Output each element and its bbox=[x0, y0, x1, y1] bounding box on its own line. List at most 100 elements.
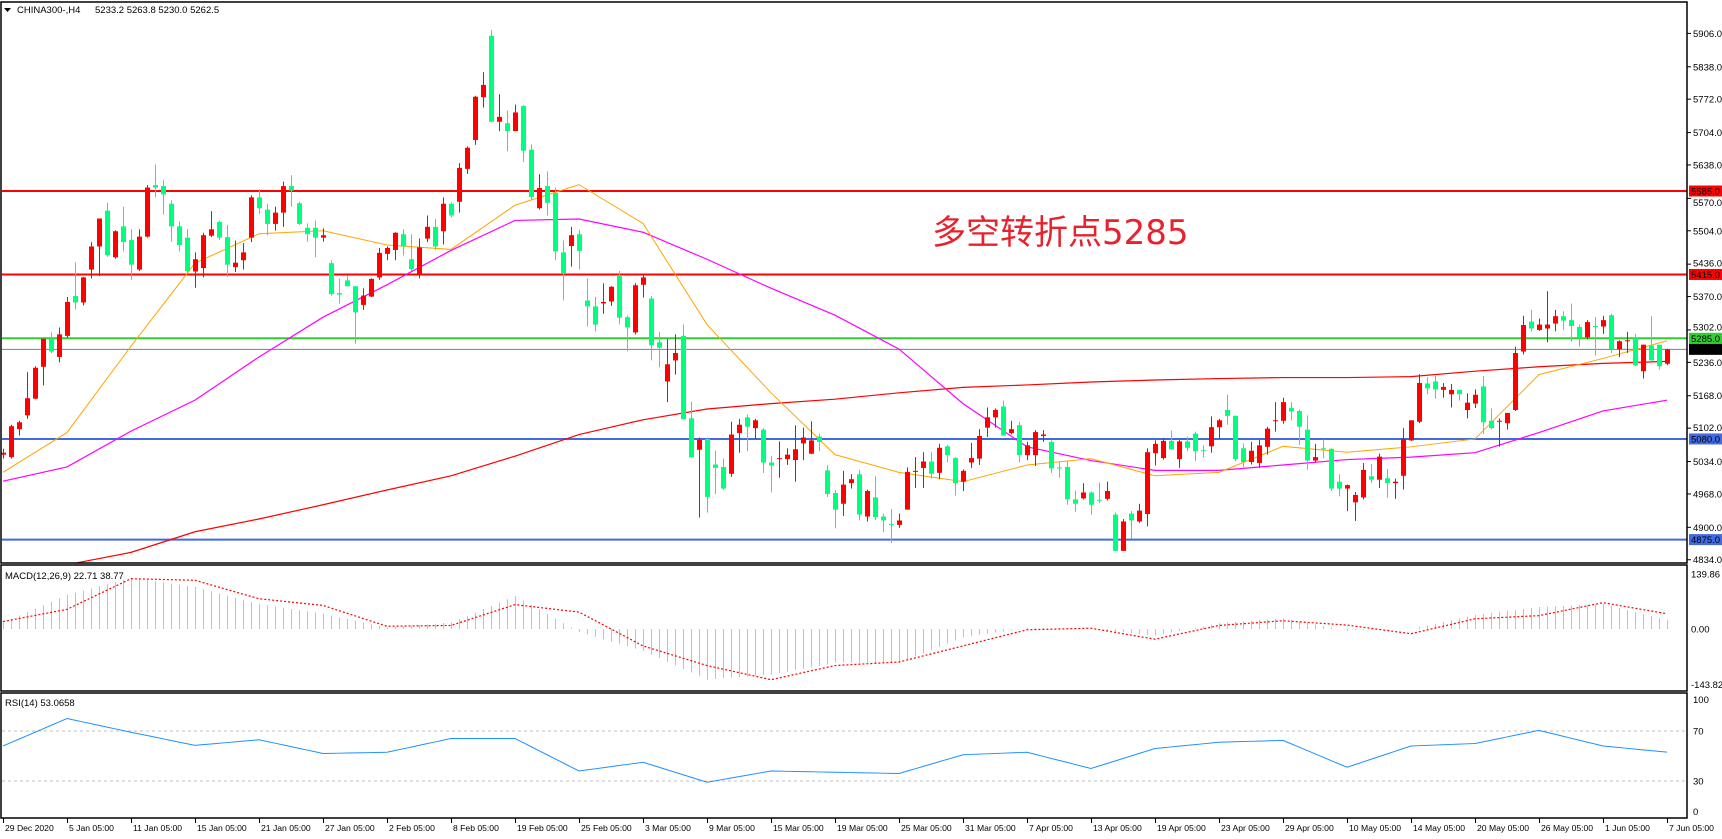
candle bbox=[1089, 491, 1094, 515]
candle-body bbox=[1297, 410, 1302, 427]
candle-body bbox=[1105, 491, 1110, 499]
candle-body bbox=[1393, 481, 1398, 484]
candle-body bbox=[689, 418, 694, 458]
candle-body bbox=[105, 210, 110, 256]
candle-body bbox=[129, 240, 134, 265]
candle-body bbox=[833, 492, 838, 510]
candle-body bbox=[1313, 457, 1318, 461]
candle bbox=[601, 283, 606, 314]
macd-tick-label: -143.82 bbox=[1691, 680, 1722, 691]
candle bbox=[921, 452, 926, 489]
candle-body bbox=[1345, 485, 1350, 489]
candle bbox=[1153, 440, 1158, 466]
candle bbox=[545, 171, 550, 216]
candle-body bbox=[737, 424, 742, 434]
candle-body bbox=[1433, 381, 1438, 390]
candle-body bbox=[905, 471, 910, 510]
candle bbox=[641, 273, 646, 298]
candle bbox=[1161, 437, 1166, 460]
price-tick-label: 5436.0 bbox=[1693, 258, 1722, 269]
candle-body bbox=[785, 454, 790, 460]
time-tick-label: 29 Apr 05:00 bbox=[1285, 823, 1334, 833]
candle-body bbox=[1329, 448, 1334, 489]
candle bbox=[1337, 474, 1342, 497]
candle bbox=[1177, 439, 1182, 468]
candle bbox=[361, 288, 366, 310]
candle bbox=[1209, 416, 1214, 453]
candle-body bbox=[697, 439, 702, 450]
candle-body bbox=[241, 252, 246, 261]
candle bbox=[777, 441, 782, 478]
macd-label: MACD(12,26,9) 22.71 38.77 bbox=[5, 571, 124, 582]
candle bbox=[185, 229, 190, 273]
candle bbox=[457, 163, 462, 213]
candle bbox=[913, 457, 918, 489]
candle bbox=[1441, 382, 1446, 398]
dropdown-triangle-icon[interactable] bbox=[4, 8, 11, 12]
candle bbox=[1241, 443, 1246, 467]
candle-body bbox=[553, 192, 558, 252]
price-axis[interactable]: 5906.0 5838.0 5772.0 5704.0 5638.0 5570.0 5504… bbox=[1687, 29, 1722, 818]
candle-body bbox=[1369, 476, 1374, 480]
candle bbox=[985, 407, 990, 437]
candle-body bbox=[625, 317, 630, 328]
candle bbox=[1425, 377, 1430, 395]
candle-body bbox=[297, 203, 302, 224]
candle bbox=[721, 458, 726, 491]
candle-body bbox=[1569, 320, 1574, 327]
candle bbox=[145, 185, 150, 238]
candle bbox=[1305, 415, 1310, 470]
candle-body bbox=[81, 277, 86, 303]
candle-body bbox=[49, 338, 54, 352]
candle bbox=[1465, 393, 1470, 419]
candle-body bbox=[41, 338, 46, 367]
moving-averages bbox=[2, 184, 1668, 564]
time-tick-label: 8 Feb 05:00 bbox=[453, 823, 499, 833]
candle-body bbox=[521, 106, 526, 151]
candle bbox=[1297, 409, 1302, 445]
candle bbox=[745, 414, 750, 452]
candle-body bbox=[1113, 514, 1118, 551]
candle-body bbox=[1233, 415, 1238, 460]
candle bbox=[1249, 441, 1254, 465]
candle-body bbox=[313, 227, 318, 238]
candle-body bbox=[1, 452, 6, 455]
candle bbox=[1217, 418, 1222, 439]
symbol-label: CHINA300-,H4 bbox=[17, 5, 80, 16]
candle-body bbox=[1505, 412, 1510, 424]
price-tick-label: 5570.0 bbox=[1693, 198, 1722, 209]
time-tick-label: 15 Jan 05:00 bbox=[197, 823, 247, 833]
pane-frame bbox=[0, 564, 1688, 692]
candle-body bbox=[889, 523, 894, 525]
candle bbox=[1489, 408, 1494, 430]
candle-body bbox=[585, 300, 590, 307]
candle-body bbox=[1585, 322, 1590, 338]
candle bbox=[969, 442, 974, 468]
candle-body bbox=[1049, 441, 1054, 469]
candle-body bbox=[769, 462, 774, 466]
candle-body bbox=[1577, 327, 1582, 338]
candle bbox=[1353, 491, 1358, 521]
candle bbox=[1145, 448, 1150, 527]
candle-body bbox=[417, 247, 422, 274]
candle bbox=[705, 437, 710, 513]
candle-body bbox=[401, 234, 406, 247]
candle bbox=[833, 490, 838, 529]
candle bbox=[993, 408, 998, 428]
candle bbox=[769, 456, 774, 493]
candle-body bbox=[1073, 499, 1078, 504]
candle bbox=[425, 215, 430, 243]
candle bbox=[177, 221, 182, 252]
candle-body bbox=[1561, 316, 1566, 321]
time-tick-label: 29 Dec 2020 bbox=[5, 823, 54, 833]
candle bbox=[97, 218, 102, 276]
time-axis[interactable]: 29 Dec 2020 5 Jan 05:00 11 Jan 05:00 15 Jan… bbox=[3, 818, 1715, 833]
candle-body bbox=[617, 275, 622, 318]
price-tick-label: 5638.0 bbox=[1693, 160, 1722, 171]
price-tick-label: 4968.0 bbox=[1693, 489, 1722, 500]
candle bbox=[1193, 431, 1198, 462]
candle-body bbox=[1057, 467, 1062, 469]
candle bbox=[1505, 412, 1510, 430]
candle bbox=[657, 331, 662, 368]
